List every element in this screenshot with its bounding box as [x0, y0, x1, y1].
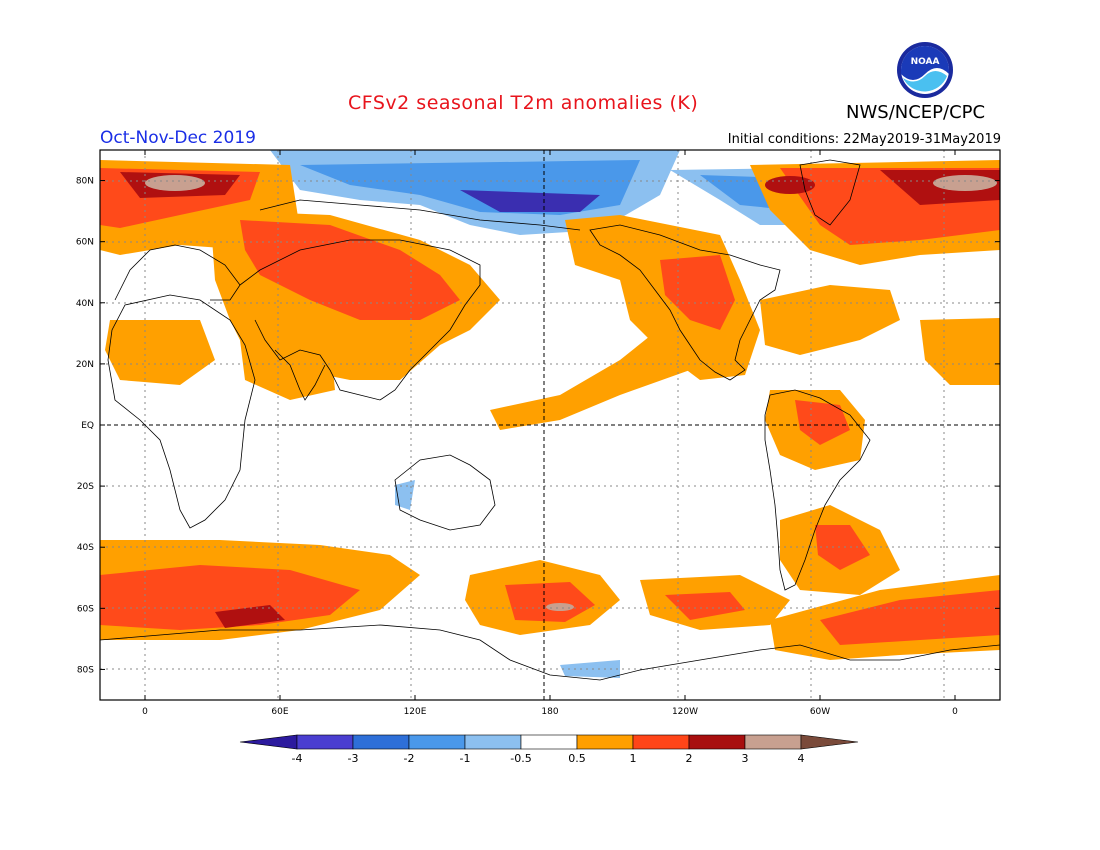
lat-label: 80N [76, 177, 94, 187]
colorbar-label: -1 [460, 752, 471, 765]
colorbar-label: -2 [404, 752, 415, 765]
colorbar-box [464, 734, 522, 750]
lat-label: 60N [76, 238, 94, 248]
warm-region-southern-ocean-pacific-strong [505, 582, 595, 622]
lat-label: 60S [77, 604, 94, 614]
warm-region-patagonia-strong [815, 525, 870, 570]
colorbar-label: 0.5 [568, 752, 586, 765]
longitude-labels: 0 60E 120E 180 120W 60W 0 [142, 150, 958, 717]
coastline-europe [114, 244, 241, 301]
season-label: Oct-Nov-Dec 2019 [100, 128, 256, 148]
colorbar-label: 1 [630, 752, 637, 765]
lon-label: 0 [142, 707, 148, 717]
lat-label: 20N [76, 360, 94, 370]
cold-region-arctic-core [460, 190, 600, 212]
warm-region-kara-east-peak [933, 175, 997, 191]
coastlines [100, 159, 1000, 681]
warm-region-eurasia-strong [240, 220, 460, 320]
warm-region-north-america-strong [660, 255, 735, 330]
coastline-asia [239, 239, 481, 401]
colorbar-box [520, 734, 578, 750]
warm-region-barents-peak [145, 175, 205, 191]
lat-label: 40N [76, 299, 94, 309]
warm-region-arabia-right [920, 318, 1000, 385]
cold-region-indian-ocean [395, 480, 415, 510]
warm-region-pacific-band [490, 320, 700, 430]
colorbar-box [408, 734, 466, 750]
coastline-siberia-north [259, 199, 581, 231]
warm-region-south-america-strong [795, 400, 850, 445]
colorbar-arrow-low [239, 734, 298, 750]
colorbar-box [688, 734, 746, 750]
noaa-logo: NOAA [897, 42, 953, 98]
warm-region-southern-ocean-west-core [215, 605, 285, 628]
colorbar-label: -4 [292, 752, 303, 765]
colorbar-label: -3 [348, 752, 359, 765]
warm-region-southern-ocean-east-strong [665, 592, 745, 620]
colorbar-box [352, 734, 410, 750]
cold-region-south-pacific [560, 660, 620, 678]
warm-region-southern-ocean-west-strong [100, 565, 360, 630]
anomaly-field [100, 150, 1000, 678]
colorbar-label: 2 [686, 752, 693, 765]
colorbar-box [296, 734, 354, 750]
colorbar: -4 -3 -2 -1 -0.5 0.5 1 2 3 4 [239, 734, 859, 765]
warm-region-atlantic [760, 285, 900, 355]
warm-region-greenland-core [765, 176, 815, 194]
chart-title: CFSv2 seasonal T2m anomalies (K) [348, 92, 699, 114]
agency-label: NWS/NCEP/CPC [846, 102, 986, 123]
warm-region-southern-ocean-pacific-peak [546, 603, 574, 611]
lon-label: 60W [810, 707, 830, 717]
coastline-australia [394, 454, 496, 531]
initial-conditions-label: Initial conditions: 22May2019-31May2019 [727, 132, 1001, 147]
lat-label: 80S [77, 665, 94, 675]
lat-label: 40S [77, 543, 94, 553]
coastline-india [274, 349, 326, 401]
lon-label: 60E [271, 707, 288, 717]
lon-label: 120W [672, 707, 698, 717]
lon-label: 0 [952, 707, 958, 717]
coastline-north-america [589, 224, 781, 381]
equator-dateline [100, 150, 1000, 700]
noaa-logo-text: NOAA [911, 57, 940, 67]
lon-label: 120E [404, 707, 427, 717]
lon-label: 180 [541, 707, 558, 717]
warm-region-india [240, 340, 335, 400]
latitude-labels: 80N 60N 40N 20N EQ 20S 40S 60S 80S [76, 177, 1000, 675]
graticule [100, 150, 1000, 700]
colorbar-arrow-high [800, 734, 859, 750]
coastline-africa [107, 294, 256, 529]
colorbar-label: 4 [798, 752, 805, 765]
colorbar-label: -0.5 [510, 752, 531, 765]
warm-region-north-africa [105, 320, 215, 385]
coastline-south-america [764, 389, 871, 591]
lat-label: EQ [81, 421, 94, 431]
colorbar-box [576, 734, 634, 750]
lat-label: 20S [77, 482, 94, 492]
colorbar-box [632, 734, 690, 750]
coastline-antarctica [100, 624, 1000, 681]
colorbar-label: 3 [742, 752, 749, 765]
warm-region-antarctic-peninsula-strong [820, 590, 1000, 645]
coastline-greenland [799, 159, 861, 226]
colorbar-box [744, 734, 802, 750]
